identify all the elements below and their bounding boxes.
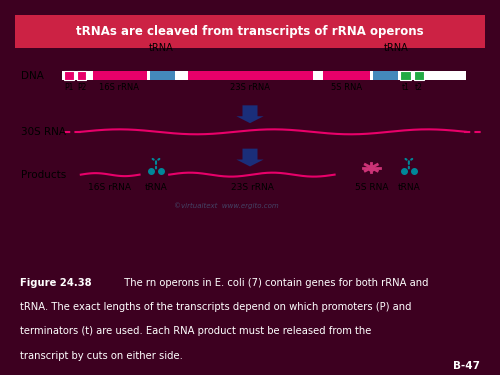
Text: P1: P1 bbox=[64, 83, 74, 92]
Text: tRNA: tRNA bbox=[398, 183, 420, 192]
Text: DNA: DNA bbox=[20, 70, 44, 81]
Text: tRNA: tRNA bbox=[384, 43, 409, 52]
Text: 23S rRNA: 23S rRNA bbox=[230, 83, 270, 92]
Bar bbox=[373, 71, 398, 80]
Bar bbox=[92, 71, 146, 80]
Bar bbox=[324, 71, 370, 80]
Text: 5S RNA: 5S RNA bbox=[331, 83, 362, 92]
Text: transcript by cuts on either side.: transcript by cuts on either side. bbox=[20, 351, 183, 361]
Text: tRNAs are cleaved from transcripts of rRNA operons: tRNAs are cleaved from transcripts of rR… bbox=[76, 25, 424, 38]
Text: 16S rRNA: 16S rRNA bbox=[100, 83, 140, 92]
Bar bbox=[414, 71, 424, 80]
Text: The rn operons in E. coli (7) contain genes for both rRNA and: The rn operons in E. coli (7) contain ge… bbox=[118, 278, 428, 288]
Text: P2: P2 bbox=[77, 83, 86, 92]
Bar bbox=[188, 71, 312, 80]
Text: 23S rRNA: 23S rRNA bbox=[231, 183, 274, 192]
Text: terminators (t) are used. Each RNA product must be released from the: terminators (t) are used. Each RNA produ… bbox=[20, 326, 372, 336]
Text: t2: t2 bbox=[415, 83, 422, 92]
Text: tRNA: tRNA bbox=[144, 183, 168, 192]
Bar bbox=[400, 71, 410, 80]
Text: 5S RNA: 5S RNA bbox=[354, 183, 388, 192]
Bar bbox=[176, 71, 188, 80]
Bar bbox=[312, 71, 323, 80]
Text: t1: t1 bbox=[402, 83, 409, 92]
FancyArrow shape bbox=[236, 148, 264, 166]
Text: Figure 24.38: Figure 24.38 bbox=[20, 278, 92, 288]
Text: B-47: B-47 bbox=[453, 361, 480, 370]
Text: 30S RNA: 30S RNA bbox=[20, 127, 66, 137]
Text: tRNA: tRNA bbox=[150, 43, 174, 52]
Bar bbox=[15, 15, 485, 48]
FancyArrow shape bbox=[236, 105, 264, 123]
Bar bbox=[150, 71, 175, 80]
Bar bbox=[62, 71, 466, 80]
Bar bbox=[64, 71, 74, 80]
Text: tRNA. The exact lengths of the transcripts depend on which promoters (P) and: tRNA. The exact lengths of the transcrip… bbox=[20, 302, 411, 312]
Text: Products: Products bbox=[20, 170, 66, 180]
Text: 16S rRNA: 16S rRNA bbox=[88, 183, 130, 192]
Text: ©virtualtext  www.ergito.com: ©virtualtext www.ergito.com bbox=[174, 202, 279, 209]
Bar bbox=[77, 71, 86, 80]
